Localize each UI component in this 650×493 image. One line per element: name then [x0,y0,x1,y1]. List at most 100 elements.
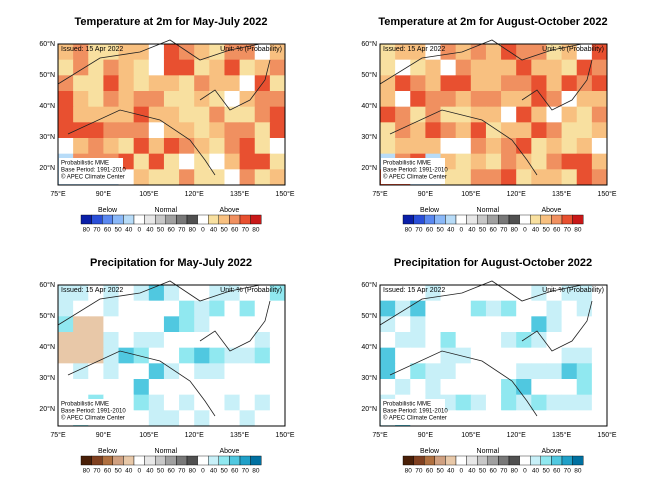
map-cell [485,153,502,170]
map-cell [470,59,487,76]
map-cell [455,332,472,349]
map-cell [591,379,608,396]
map-cell [425,91,442,108]
map-cell [591,363,608,380]
map-cell [501,91,517,108]
map-cell [224,300,241,317]
map-cell [561,332,578,349]
legend-swatch [561,214,573,225]
map-cell [561,394,578,411]
map-cell [148,153,165,170]
map-cell [133,138,150,155]
legend-swatch [186,214,198,225]
map-cell [591,91,608,108]
map-cell [163,106,180,123]
map-cell [380,332,396,349]
map-cell [440,138,457,155]
map-cell [410,332,426,349]
note-box [381,158,445,184]
map-cell [516,75,532,92]
legend-swatch [540,455,552,466]
map-cell [239,153,256,170]
map-cell [209,285,225,302]
map-cell [485,300,502,317]
note-line: © APEC Climate Center [61,415,125,422]
legend-label: 40 [125,227,133,234]
map-cell [269,75,286,92]
map-cell [455,59,472,76]
legend-label: 80 [511,227,519,234]
map-cell [239,169,256,186]
map-cell [501,285,517,302]
map-cell [224,75,241,92]
legend-group: Normal [477,207,500,214]
legend-swatch [80,214,92,225]
map-cell [133,379,150,396]
legend-swatch [80,455,92,466]
map-cell [224,363,241,380]
longitude-label: 105°E [139,431,158,439]
legend-swatch [250,455,262,466]
map-cell [133,122,150,139]
map-frame [57,43,286,186]
map-cell [194,106,210,123]
map-cell [591,138,608,155]
latitude-label: 60°N [39,281,55,289]
map-cell [576,300,593,317]
map-cell [485,106,502,123]
map-cell [148,91,165,108]
map-cell [591,316,608,333]
legend-swatch [508,214,520,225]
map-cell [88,138,104,155]
map-cell [269,169,286,186]
legend-label: 70 [500,227,508,234]
map-cell [254,122,271,139]
map-cell [380,122,396,139]
map-cell [179,316,195,333]
map-cell [163,91,180,108]
legend-label: 60 [489,227,497,234]
map-cell [425,122,442,139]
map-cell [470,410,487,427]
longitude-label: 120°E [185,431,204,439]
latitude-label: 30°N [361,374,377,382]
map-cell [470,44,487,61]
map-cell [148,394,165,411]
map-cell [73,106,89,123]
legend-swatch [239,455,251,466]
map-cell [501,363,517,380]
note-line: Base Period: 1991-2010 [383,168,448,174]
legend-label: 80 [405,227,413,234]
map-cell [485,138,502,155]
map-cell [576,59,593,76]
map-cell [425,300,442,317]
map-cell [148,410,165,427]
legend-group: Above [541,207,561,214]
map-cell [179,394,195,411]
map-cell [194,410,210,427]
legend-swatch [519,214,531,225]
latitude-label: 20°N [361,164,377,172]
legend-group: Below [98,448,118,455]
longitude-label: 105°E [139,190,158,198]
map-cell [133,44,150,61]
longitude-label: 75°E [50,431,66,439]
map-cell [224,285,241,302]
map-cell [440,363,457,380]
map-cell [591,285,608,302]
map-cell [591,122,608,139]
map-cell [194,44,210,61]
legend-label: 60 [426,227,434,234]
map-cell [103,347,120,364]
map-cell [410,91,426,108]
legend-label: 70 [564,468,572,475]
map-cell [194,75,210,92]
issued-date: Issued: 15 Apr 2022 [383,287,445,294]
map-cell [239,75,256,92]
latitude-label: 40°N [39,102,55,110]
map-cell [133,59,150,76]
map-cell [239,394,256,411]
map-cell [148,122,165,139]
map-cell [163,410,180,427]
